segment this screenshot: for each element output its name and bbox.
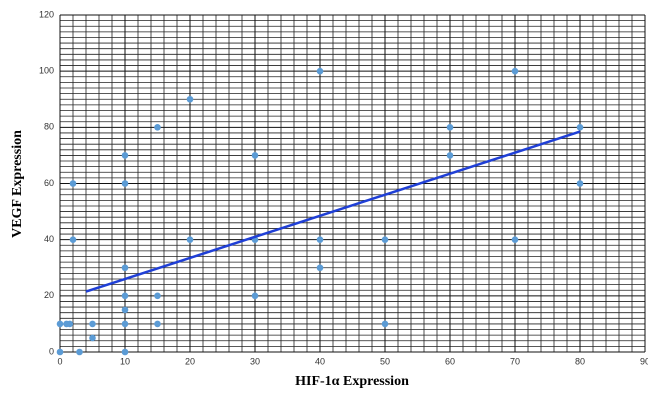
point [76, 348, 83, 356]
x-axis-title: HIF-1α Expression [295, 374, 409, 389]
point [381, 236, 389, 243]
x-tick-label: 10 [120, 356, 130, 366]
point [251, 292, 259, 300]
point [56, 348, 64, 356]
trend-line [85, 130, 581, 293]
point [121, 264, 129, 272]
point [154, 124, 161, 131]
point [316, 264, 324, 272]
y-tick-label: 100 [39, 66, 54, 76]
y-tick-label: 40 [44, 234, 54, 244]
y-tick-label: 60 [44, 178, 54, 188]
y-axis-title: VEGF Expression [10, 130, 25, 238]
point [186, 236, 194, 243]
y-tick-label: 80 [44, 122, 54, 132]
x-tick-label: 40 [315, 356, 325, 366]
point [381, 320, 389, 328]
point [154, 292, 161, 300]
point [316, 67, 324, 75]
point [154, 320, 161, 328]
point [576, 180, 584, 187]
point [511, 236, 519, 243]
x-tick-label: 0 [57, 356, 62, 366]
point [316, 236, 324, 243]
point [56, 320, 64, 328]
point [576, 124, 584, 131]
x-tick-label: 20 [185, 356, 195, 366]
x-tick-label: 90 [640, 356, 648, 366]
point [121, 180, 129, 187]
point [511, 67, 519, 75]
point [446, 152, 454, 159]
point [89, 334, 96, 342]
y-tick-label: 20 [44, 290, 54, 300]
point [89, 320, 96, 328]
y-tick-label: 120 [39, 9, 54, 19]
x-tick-label: 60 [445, 356, 455, 366]
point [66, 320, 74, 328]
x-tick-label: 30 [250, 356, 260, 366]
y-tick-label: 0 [49, 346, 54, 356]
point [251, 152, 259, 159]
point [446, 124, 454, 131]
point [121, 292, 129, 300]
x-tick-label: 80 [575, 356, 585, 366]
x-tick-label: 50 [380, 356, 390, 366]
point [69, 236, 77, 243]
point [69, 180, 77, 187]
point [186, 95, 194, 103]
point [121, 348, 129, 356]
point [121, 320, 129, 328]
x-tick-label: 70 [510, 356, 520, 366]
point [121, 152, 129, 159]
point [121, 306, 129, 314]
